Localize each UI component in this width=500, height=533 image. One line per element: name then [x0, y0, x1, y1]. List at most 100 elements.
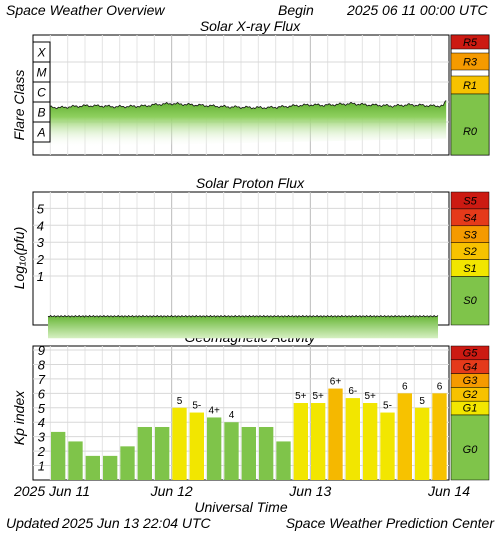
kp-bar-label: 5+ [295, 391, 307, 402]
kp-bar [259, 426, 274, 480]
x-tick-label: 2025 Jun 11 [13, 483, 90, 499]
kp-bar [363, 403, 378, 480]
kp-bar [172, 407, 187, 480]
s-scale-label: S2 [463, 246, 476, 258]
g-scale-label: G0 [463, 444, 479, 456]
proton-grid [33, 192, 449, 325]
r-scale-box-r0 [450, 93, 490, 156]
updated-value: 2025 Jun 13 22:04 UTC [61, 515, 212, 531]
s-scale-box-s0 [450, 276, 490, 326]
kp-bar [189, 412, 204, 480]
kp-grid [33, 346, 449, 480]
s-scale-label: S0 [463, 295, 477, 307]
flare-class-letter: B [37, 106, 45, 120]
kp-bar [85, 455, 100, 480]
kp-bar [241, 426, 256, 480]
g-scale-box-g0 [450, 414, 490, 481]
kp-bar-label: 5+ [312, 391, 324, 402]
kp-tick-label: 1 [38, 459, 45, 474]
g-scale-label: G3 [463, 375, 479, 387]
kp-bar-label: 4 [229, 410, 235, 421]
xray-flux-line [35, 100, 447, 110]
kp-tick-label: 5 [38, 401, 46, 416]
kp-bar [120, 446, 135, 480]
kp-tick-label: 9 [38, 343, 45, 358]
kp-bar-label: 5- [192, 401, 201, 412]
radio-blackout-scale: R5 R3 R1 R0 [450, 34, 490, 156]
g-scale-label: G2 [463, 389, 478, 401]
updated-label: Updated [6, 515, 60, 531]
proton-y-axis-title: Log₁₀(pfu) [11, 227, 27, 289]
proton-tick-label: 1 [37, 269, 44, 284]
proton-tick-label: 5 [37, 201, 45, 216]
r-scale-label: R1 [463, 80, 477, 92]
kp-bar [415, 407, 430, 480]
xray-y-axis-title: Flare Class [11, 70, 27, 141]
radiation-storm-scale: S5 S4 S3 S2 S1 S0 [450, 191, 490, 326]
kp-bar-label: 5 [419, 396, 425, 407]
proton-flux-series [47, 314, 439, 339]
kp-bar [51, 431, 66, 480]
proton-tick-labels: 1 2 3 4 5 [36, 201, 45, 284]
kp-bar-label: 6- [348, 386, 357, 397]
flare-class-letter: A [36, 126, 45, 140]
kp-bar [397, 393, 412, 480]
proton-tick-label: 4 [37, 218, 44, 233]
kp-tick-label: 2 [37, 444, 46, 459]
g-scale-label: G5 [463, 348, 479, 360]
kp-bar [207, 417, 222, 480]
kp-bar-label: 6 [437, 381, 443, 392]
kp-bar-label: 5 [177, 396, 183, 407]
xray-flux-area [35, 100, 447, 148]
proton-tick-label: 2 [36, 252, 45, 267]
kp-bar [293, 403, 308, 480]
s-scale-label: S5 [463, 196, 477, 208]
kp-bar [224, 422, 239, 480]
kp-bar [345, 398, 360, 480]
s-scale-label: S1 [463, 263, 476, 275]
kp-tick-label: 7 [38, 372, 46, 387]
begin-label: Begin [278, 2, 314, 18]
x-axis-tick-labels: 2025 Jun 11 Jun 12 Jun 13 Jun 14 [13, 483, 470, 499]
g-scale-label: G4 [463, 361, 478, 373]
proton-tick-label: 3 [37, 235, 45, 250]
flare-class-letter: M [37, 66, 47, 80]
s-scale-label: S4 [463, 212, 476, 224]
kp-bar [276, 441, 291, 480]
kp-bar [380, 412, 395, 480]
kp-bar-label: 5- [383, 401, 392, 412]
begin-value: 2025 06 11 00:00 UTC [346, 2, 489, 18]
kp-bar-label: 6 [402, 381, 408, 392]
kp-tick-label: 6 [38, 386, 46, 401]
r-scale-box-r3 [450, 52, 490, 71]
flare-class-box [32, 41, 51, 63]
proton-flux-area [48, 316, 438, 339]
x-axis-title: Universal Time [194, 499, 287, 515]
kp-tick-label: 3 [38, 430, 46, 445]
xray-panel-title: Solar X-ray Flux [200, 18, 301, 34]
kp-bar [311, 403, 326, 480]
kp-bar [432, 393, 447, 480]
kp-bar-label: 5+ [364, 391, 376, 402]
x-tick-label: Jun 13 [288, 483, 331, 499]
g-scale-label: G1 [463, 403, 478, 415]
r-scale-box-r5 [450, 34, 490, 50]
source-credit: Space Weather Prediction Center [286, 515, 496, 531]
r-scale-label: R5 [463, 37, 478, 49]
overview-title: Space Weather Overview [6, 2, 165, 18]
flare-class-letter: X [36, 46, 46, 60]
x-tick-label: Jun 12 [150, 483, 193, 499]
proton-panel-title: Solar Proton Flux [196, 175, 305, 191]
kp-bar [137, 426, 152, 480]
kp-bar [103, 455, 118, 480]
kp-bar-label: 6+ [330, 377, 342, 388]
flare-class-letter: C [37, 86, 46, 100]
kp-bar [328, 388, 343, 480]
x-tick-label: Jun 14 [427, 483, 470, 499]
kp-bar-label: 4+ [208, 405, 220, 416]
kp-bars: 5 5- 4+ 45+ 5+6+6- 5+5-656 [51, 377, 447, 480]
